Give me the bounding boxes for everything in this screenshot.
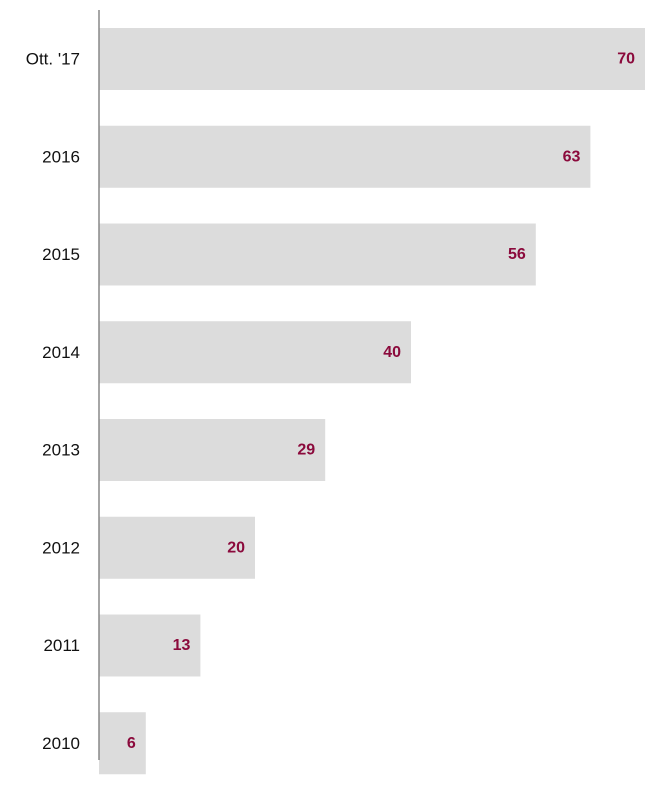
- category-label: 2013: [42, 441, 80, 460]
- bar-value-label: 29: [297, 442, 315, 459]
- bar: [99, 419, 326, 481]
- bar: [99, 516, 255, 579]
- bar: [99, 614, 201, 677]
- bar: [99, 321, 411, 384]
- category-label: 2014: [42, 343, 80, 362]
- category-label: 2011: [43, 636, 80, 655]
- bar: [99, 125, 591, 188]
- category-label: 2010: [42, 734, 80, 753]
- bar-value-label: 6: [127, 735, 136, 752]
- bar-value-label: 13: [173, 637, 191, 654]
- bar-value-label: 63: [563, 148, 581, 165]
- bar: [99, 223, 536, 286]
- bar-value-label: 20: [227, 539, 245, 556]
- bar-value-label: 70: [617, 51, 635, 68]
- category-label: 2016: [42, 147, 80, 166]
- bars-layer: [99, 28, 645, 775]
- bar: [99, 28, 645, 90]
- labels-layer: 70 Ott. '17 63 2016 56 2015 40 2014 29 2013 20 2012…: [26, 50, 635, 753]
- category-label: 2012: [42, 538, 80, 557]
- bar: [99, 712, 146, 775]
- bar-value-label: 56: [508, 246, 526, 263]
- bar-value-label: 40: [383, 344, 401, 361]
- category-label: 2015: [42, 245, 80, 264]
- category-label: Ott. '17: [26, 50, 80, 69]
